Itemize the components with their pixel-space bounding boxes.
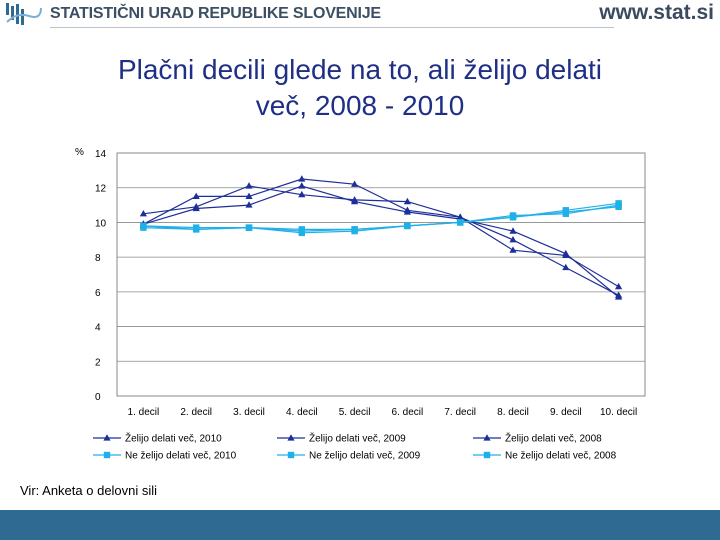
y-tick-label: 2 (95, 357, 101, 368)
data-point (615, 293, 623, 300)
data-point (404, 222, 411, 230)
y-tick-label: 0 (95, 392, 101, 403)
x-tick-label: 4. decil (286, 407, 318, 418)
data-point (245, 192, 253, 199)
data-point (351, 226, 358, 233)
legend-marker (483, 434, 491, 441)
data-point (615, 201, 622, 209)
legend-entry: Želijo delati več, 2008 (505, 432, 602, 445)
legend-entry: Ne želijo delati več, 2008 (505, 451, 617, 462)
data-point (509, 246, 517, 253)
data-point (245, 182, 253, 189)
footer-bar (0, 510, 720, 540)
legend-marker (103, 451, 111, 459)
data-point (245, 224, 253, 231)
legend-marker (287, 434, 295, 441)
y-tick-label: 4 (95, 323, 101, 334)
x-tick-label: 8. decil (497, 407, 529, 418)
data-point (298, 182, 306, 189)
data-point (403, 208, 411, 215)
data-point (298, 175, 306, 182)
y-tick-label: 10 (95, 218, 107, 229)
data-point (140, 222, 147, 230)
data-point (457, 219, 464, 226)
data-point (509, 212, 517, 219)
source-note: Vir: Anketa o delovni sili (20, 483, 158, 498)
data-point (245, 201, 253, 208)
data-point (509, 227, 517, 234)
header: STATISTIČNI URAD REPUBLIKE SLOVENIJE www… (0, 0, 720, 30)
data-point (509, 235, 517, 243)
data-point (562, 207, 569, 214)
site-url[interactable]: www.stat.si (599, 1, 714, 24)
data-point (192, 204, 200, 212)
series-line (143, 185, 619, 298)
title-line-1: Plačni decili glede na to, ali želijo de… (117, 54, 603, 85)
header-divider (50, 27, 614, 28)
x-tick-label: 3. decil (233, 407, 265, 418)
x-tick-label: 10. decil (600, 407, 637, 418)
legend-entry: Želijo delati več, 2009 (309, 432, 406, 445)
data-point (193, 226, 200, 233)
data-point (351, 180, 359, 187)
x-tick-label: 1. decil (128, 407, 160, 418)
y-axis-label: % (75, 147, 84, 158)
series-line (143, 204, 619, 232)
data-point (139, 209, 147, 217)
line-chart: 0 2 4 6 8 10 12 14% 1. decil 2. decil 3. decil 4. d… (75, 147, 646, 462)
data-point (351, 197, 359, 205)
organization-name: STATISTIČNI URAD REPUBLIKE SLOVENIJE (50, 5, 381, 22)
data-point (562, 263, 570, 271)
data-point (562, 249, 570, 257)
x-tick-label: 2. decil (180, 407, 212, 418)
series-line (143, 202, 619, 234)
data-point (403, 197, 411, 205)
legend-marker (483, 451, 491, 459)
stat-logo-icon (6, 3, 42, 25)
y-tick-label: 12 (95, 184, 107, 195)
title-line-2: več, 2008 - 2010 (255, 90, 465, 121)
plot-area (116, 152, 646, 397)
data-point (298, 190, 306, 198)
data-point (298, 227, 305, 235)
legend-entry: Ne želijo delati več, 2009 (309, 451, 421, 462)
legend-marker (287, 451, 295, 459)
x-tick-label: 5. decil (339, 407, 371, 418)
legend-entry: Ne želijo delati več, 2010 (125, 451, 237, 462)
y-tick-label: 14 (95, 149, 107, 160)
slide-title: Plačni decili glede na to, ali želijo de… (0, 52, 720, 124)
x-tick-label: 6. decil (392, 407, 424, 418)
series-line (143, 178, 619, 288)
x-tick-label: 7. decil (444, 407, 476, 418)
legend-marker (103, 434, 111, 441)
data-point (192, 192, 200, 199)
data-point (562, 210, 569, 217)
y-tick-label: 6 (95, 288, 101, 299)
y-tick-label: 8 (95, 253, 101, 264)
legend-entry: Želijo delati več, 2010 (125, 432, 222, 445)
x-tick-label: 9. decil (550, 407, 582, 418)
data-point (615, 282, 623, 290)
